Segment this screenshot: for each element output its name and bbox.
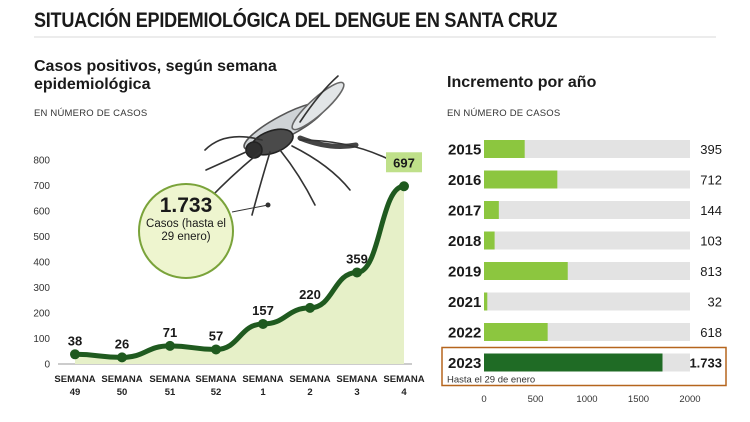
y-tick-label: 0 bbox=[44, 360, 50, 371]
left-chart-unit: EN NÚMERO DE CASOS bbox=[34, 108, 148, 119]
highlight-note: Hasta el 29 de enero bbox=[447, 375, 535, 386]
bar bbox=[484, 353, 663, 372]
x-tick-label: SEMANA 3 bbox=[336, 374, 377, 398]
y-tick-label: 200 bbox=[33, 309, 50, 320]
data-label-highlight bbox=[386, 152, 422, 173]
category-label: 2019 bbox=[448, 264, 481, 281]
x-tick-label: 1500 bbox=[628, 394, 649, 405]
category-label: 2016 bbox=[448, 172, 481, 189]
y-tick-label: 400 bbox=[33, 258, 50, 269]
bar bbox=[484, 323, 548, 341]
data-point bbox=[165, 340, 175, 351]
y-tick-label: 500 bbox=[33, 232, 50, 243]
x-tick-label: SEMANA 50 bbox=[101, 374, 142, 398]
data-label: 38 bbox=[68, 333, 82, 348]
category-label: 2015 bbox=[448, 142, 481, 159]
data-point bbox=[399, 181, 409, 192]
x-tick-label: SEMANA 52 bbox=[195, 374, 236, 398]
data-point bbox=[117, 352, 127, 363]
data-point bbox=[211, 344, 221, 355]
bar bbox=[484, 262, 568, 280]
x-tick-label: 1000 bbox=[576, 394, 597, 405]
x-tick-label: SEMANA 4 bbox=[383, 374, 424, 398]
data-label: 71 bbox=[163, 325, 177, 340]
bar-track bbox=[484, 231, 690, 250]
x-tick-label: SEMANA 49 bbox=[54, 374, 95, 398]
left-chart-subtitle: Casos positivos, según semana epidemioló… bbox=[34, 58, 277, 93]
bar-track bbox=[484, 292, 690, 311]
category-label: 2018 bbox=[448, 233, 481, 250]
mosquito-icon bbox=[204, 75, 391, 216]
x-tick-label: SEMANA 2 bbox=[289, 374, 330, 398]
x-tick-label: 2000 bbox=[679, 394, 700, 405]
category-label: 2022 bbox=[448, 325, 481, 342]
bar bbox=[484, 292, 488, 311]
data-point bbox=[305, 302, 315, 313]
category-label: 2023 bbox=[448, 355, 481, 372]
value-label: 103 bbox=[700, 234, 722, 249]
total-cases-callout: 1.733 Casos (hasta el 29 enero) bbox=[138, 183, 234, 279]
yearly-cases-chart: 2015 395 2016 712 2017 144 2018 103 2019 813 2021 3… bbox=[441, 140, 727, 405]
value-label: 712 bbox=[700, 173, 722, 188]
total-cases-value: 1.733 bbox=[159, 194, 213, 217]
value-label: 618 bbox=[700, 325, 722, 340]
data-label: 697 bbox=[393, 155, 415, 170]
right-chart-unit: EN NÚMERO DE CASOS bbox=[447, 108, 561, 119]
bar bbox=[484, 170, 558, 189]
data-point bbox=[352, 267, 362, 278]
highlight-frame bbox=[441, 346, 727, 387]
y-tick-label: 800 bbox=[33, 156, 50, 167]
category-label: 2017 bbox=[448, 203, 481, 220]
weekly-cases-chart: 0 100 200 300 400 500 600 700 800 38 26 71 57 157 220 3… bbox=[33, 152, 425, 398]
area-fill bbox=[75, 186, 404, 364]
x-tick-label: 0 bbox=[481, 394, 486, 405]
category-label: 2021 bbox=[448, 294, 481, 311]
value-label: 813 bbox=[700, 264, 722, 279]
right-chart-subtitle: Incremento por año bbox=[447, 74, 597, 91]
x-tick-label: SEMANA 1 bbox=[242, 374, 283, 398]
bar bbox=[484, 231, 495, 250]
x-tick-label: 500 bbox=[528, 394, 544, 405]
x-tick-label: SEMANA 51 bbox=[149, 374, 190, 398]
value-label: 395 bbox=[700, 142, 722, 157]
data-point bbox=[70, 349, 80, 360]
callout-dot bbox=[265, 202, 271, 208]
total-cases-note: Casos (hasta el 29 enero) bbox=[146, 218, 226, 243]
value-label: 1.733 bbox=[689, 356, 722, 371]
bar bbox=[484, 201, 499, 219]
value-label: 32 bbox=[708, 295, 722, 310]
callout-connector bbox=[231, 204, 269, 213]
bar-track bbox=[484, 201, 690, 219]
bar bbox=[484, 140, 525, 158]
y-tick-label: 700 bbox=[33, 181, 50, 192]
y-tick-label: 300 bbox=[33, 283, 50, 294]
data-label: 359 bbox=[346, 251, 368, 266]
page-title: SITUACIÓN EPIDEMIOLÓGICA DEL DENGUE EN S… bbox=[34, 9, 558, 32]
y-tick-label: 600 bbox=[33, 207, 50, 218]
data-label: 220 bbox=[299, 287, 321, 302]
data-label: 157 bbox=[252, 303, 274, 318]
y-tick-label: 100 bbox=[33, 334, 50, 345]
bar-track bbox=[484, 140, 690, 158]
value-label: 144 bbox=[700, 203, 722, 218]
data-point bbox=[258, 318, 268, 329]
data-label: 26 bbox=[115, 336, 129, 351]
data-label: 57 bbox=[209, 328, 223, 343]
